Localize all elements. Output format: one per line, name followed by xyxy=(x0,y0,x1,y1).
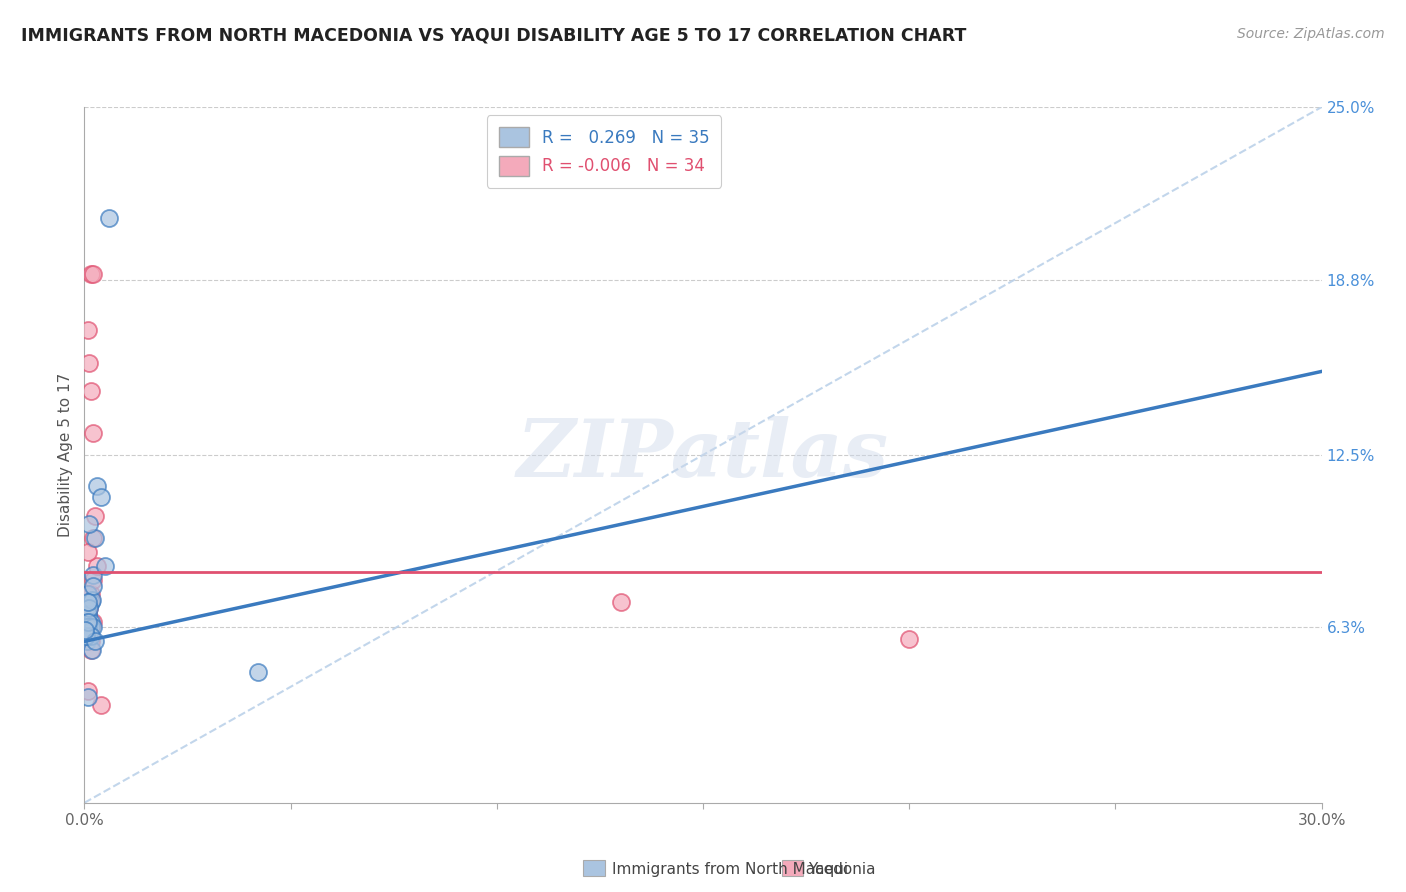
Point xyxy=(82,579,104,593)
Point xyxy=(83,634,105,648)
Point xyxy=(76,634,98,648)
Point xyxy=(82,425,104,440)
Point xyxy=(75,620,97,634)
Point xyxy=(75,629,97,643)
Text: Immigrants from North Macedonia: Immigrants from North Macedonia xyxy=(612,863,875,877)
Point xyxy=(76,615,98,629)
Point xyxy=(83,532,105,546)
Point xyxy=(76,323,98,337)
Point xyxy=(75,620,97,634)
Point xyxy=(90,698,112,713)
Point xyxy=(79,642,101,657)
Point xyxy=(79,595,101,609)
Point xyxy=(79,601,101,615)
FancyBboxPatch shape xyxy=(782,860,803,876)
Point xyxy=(86,478,108,492)
Point xyxy=(76,634,98,648)
Point xyxy=(75,601,97,615)
Point xyxy=(76,615,98,629)
Text: ZIPatlas: ZIPatlas xyxy=(517,417,889,493)
Point xyxy=(77,587,100,601)
Point xyxy=(76,629,98,643)
Point xyxy=(898,632,921,646)
Point xyxy=(83,509,105,524)
Point xyxy=(82,573,104,587)
Text: IMMIGRANTS FROM NORTH MACEDONIA VS YAQUI DISABILITY AGE 5 TO 17 CORRELATION CHAR: IMMIGRANTS FROM NORTH MACEDONIA VS YAQUI… xyxy=(21,27,966,45)
Point xyxy=(79,620,101,634)
Point xyxy=(77,690,100,704)
Point xyxy=(79,620,101,634)
Point xyxy=(76,545,98,559)
Point xyxy=(79,267,101,281)
Point xyxy=(79,356,101,370)
Point xyxy=(94,559,117,574)
FancyBboxPatch shape xyxy=(583,860,605,876)
Point xyxy=(79,615,101,629)
Point xyxy=(80,642,103,657)
Point xyxy=(79,592,101,607)
Point xyxy=(76,629,98,643)
Point xyxy=(98,211,121,226)
Point xyxy=(86,559,108,574)
Point xyxy=(76,615,98,629)
Point xyxy=(76,601,98,615)
Point xyxy=(80,592,103,607)
Point xyxy=(77,620,100,634)
Legend: R =   0.269   N = 35, R = -0.006   N = 34: R = 0.269 N = 35, R = -0.006 N = 34 xyxy=(486,115,721,187)
Point xyxy=(79,517,101,532)
Point xyxy=(76,595,98,609)
Point xyxy=(76,601,98,615)
Point xyxy=(609,595,631,609)
Point xyxy=(79,384,101,398)
Text: Source: ZipAtlas.com: Source: ZipAtlas.com xyxy=(1237,27,1385,41)
Point xyxy=(76,615,98,629)
Point xyxy=(82,615,104,629)
Point xyxy=(76,684,98,698)
Point xyxy=(79,601,101,615)
Point xyxy=(82,267,104,281)
Point xyxy=(79,595,101,609)
Point xyxy=(76,609,98,624)
Point xyxy=(76,587,98,601)
Point xyxy=(90,490,112,504)
Point xyxy=(82,567,104,582)
Y-axis label: Disability Age 5 to 17: Disability Age 5 to 17 xyxy=(58,373,73,537)
Point xyxy=(76,629,98,643)
Point xyxy=(79,587,101,601)
Point xyxy=(82,532,104,546)
Text: Yaqui: Yaqui xyxy=(808,863,849,877)
Point xyxy=(75,607,97,621)
Point xyxy=(79,629,101,643)
Point xyxy=(79,634,101,648)
Point xyxy=(77,620,100,634)
Point xyxy=(76,607,98,621)
Point xyxy=(76,615,98,629)
Point xyxy=(82,620,104,634)
Point xyxy=(77,607,100,621)
Point xyxy=(75,624,97,638)
Point xyxy=(75,629,97,643)
Point xyxy=(246,665,269,679)
